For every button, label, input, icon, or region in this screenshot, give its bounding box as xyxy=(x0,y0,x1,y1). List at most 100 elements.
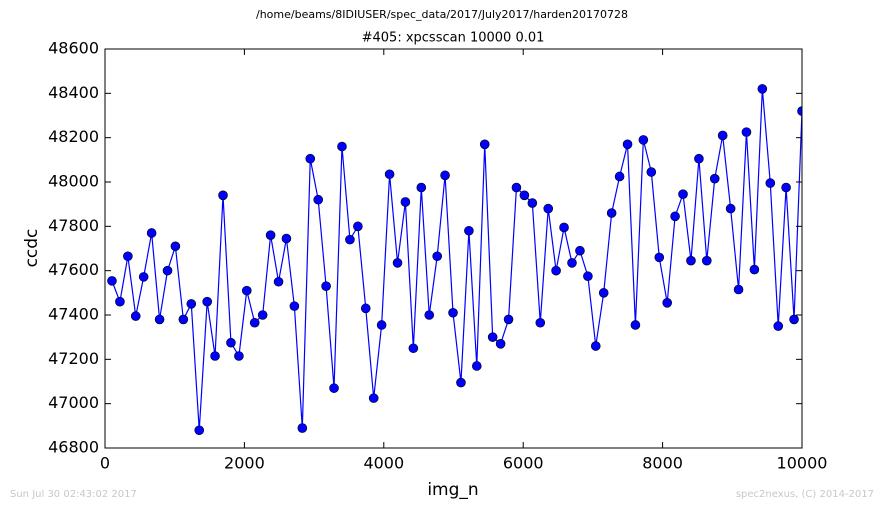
data-point xyxy=(638,135,649,145)
plot-area xyxy=(107,84,802,436)
data-point xyxy=(226,337,236,348)
data-point xyxy=(709,173,720,184)
data-point xyxy=(590,341,601,351)
data-point xyxy=(551,265,561,276)
data-point xyxy=(646,167,657,177)
data-line xyxy=(111,88,802,431)
data-point xyxy=(670,211,680,222)
data-point xyxy=(400,197,411,207)
x-tick-label: 6000 xyxy=(503,454,544,473)
data-point xyxy=(495,339,506,349)
data-point xyxy=(218,190,228,201)
data-point xyxy=(583,271,593,282)
data-point xyxy=(202,296,212,307)
data-point xyxy=(479,139,490,150)
data-point xyxy=(487,332,498,342)
data-point xyxy=(107,276,117,286)
y-tick-label: 47000 xyxy=(48,393,99,412)
data-point xyxy=(741,127,752,137)
x-axis-label: img_n xyxy=(427,480,478,500)
y-tick-label: 48600 xyxy=(48,39,99,58)
data-point xyxy=(511,182,522,193)
data-point xyxy=(368,393,379,403)
data-point xyxy=(654,252,665,263)
data-point xyxy=(448,307,458,318)
x-tick-label: 2000 xyxy=(224,454,265,473)
data-point xyxy=(241,285,252,296)
data-point xyxy=(123,251,133,262)
x-tick-label: 10000 xyxy=(777,454,828,473)
data-point xyxy=(384,169,395,180)
data-point xyxy=(567,258,577,268)
data-point xyxy=(194,425,205,436)
data-point xyxy=(773,321,784,331)
data-point xyxy=(717,130,728,141)
data-point xyxy=(606,208,617,218)
data-point xyxy=(424,310,435,320)
data-point xyxy=(733,284,744,295)
y-tick-label: 47600 xyxy=(48,260,99,279)
data-point xyxy=(170,241,181,252)
y-tick-label: 48000 xyxy=(48,172,99,191)
data-point xyxy=(749,264,760,275)
x-tick-label: 8000 xyxy=(642,454,683,473)
x-tick-label: 4000 xyxy=(363,454,404,473)
y-axis-label: ccdc xyxy=(22,229,42,268)
data-point xyxy=(313,194,324,205)
data-point xyxy=(115,296,125,307)
y-tick-label: 47400 xyxy=(48,305,99,324)
data-point xyxy=(234,351,244,361)
data-point xyxy=(440,170,450,181)
data-point xyxy=(757,84,768,94)
data-point xyxy=(789,314,799,325)
data-point xyxy=(162,265,173,276)
data-point xyxy=(210,351,220,361)
data-point xyxy=(503,314,514,325)
data-point xyxy=(392,258,403,268)
data-point xyxy=(321,281,331,291)
data-point xyxy=(614,171,625,182)
y-tick-label: 48400 xyxy=(48,83,99,102)
y-tick-label: 46800 xyxy=(48,438,99,457)
data-point xyxy=(575,245,585,256)
data-point xyxy=(432,251,442,262)
data-point xyxy=(178,314,189,325)
header: /home/beams/8IDIUSER/spec_data/2017/July… xyxy=(256,8,628,21)
data-point xyxy=(464,225,474,236)
footer-right: spec2nexus, (C) 2014-2017 xyxy=(736,489,874,500)
data-point xyxy=(797,106,802,116)
y-tick-label: 47800 xyxy=(48,216,99,235)
data-point xyxy=(146,228,157,238)
data-point xyxy=(662,298,673,308)
data-point xyxy=(471,361,482,371)
data-point xyxy=(138,272,149,282)
data-point xyxy=(408,343,419,354)
data-point xyxy=(694,153,704,164)
data-point xyxy=(130,311,141,321)
data-point xyxy=(281,233,292,244)
data-point xyxy=(289,301,300,311)
data-point xyxy=(686,255,696,266)
data-point xyxy=(543,203,554,214)
data-point xyxy=(257,310,268,320)
data-point xyxy=(154,314,165,325)
data-point xyxy=(337,141,347,152)
data-point xyxy=(416,182,427,193)
data-point xyxy=(353,221,363,232)
data-point xyxy=(527,198,538,208)
data-point xyxy=(725,203,736,214)
chart-title: #405: xpcsscan 10000 0.01 xyxy=(362,31,545,46)
data-point xyxy=(273,276,284,287)
data-point xyxy=(305,153,316,164)
data-point xyxy=(297,423,308,433)
y-tick-label: 47200 xyxy=(48,349,99,368)
data-point xyxy=(765,178,776,188)
y-tick-label: 48200 xyxy=(48,127,99,146)
data-point xyxy=(598,288,609,298)
data-point xyxy=(186,299,197,309)
data-point xyxy=(519,190,530,201)
data-point xyxy=(376,320,387,330)
data-point xyxy=(781,182,791,193)
x-tick-label: 0 xyxy=(100,454,110,473)
data-point xyxy=(678,189,688,199)
